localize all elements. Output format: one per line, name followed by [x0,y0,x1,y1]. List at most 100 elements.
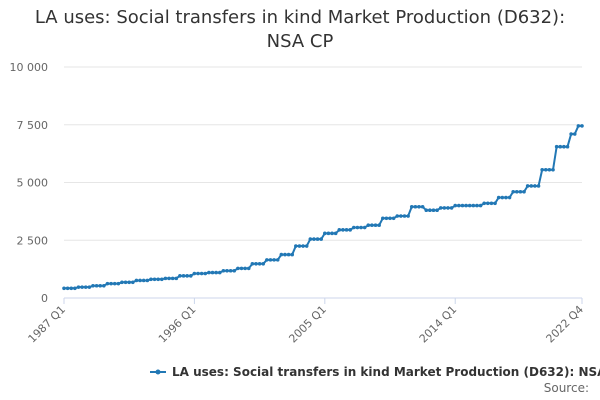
point [163,276,168,281]
point [525,184,530,188]
point [210,270,215,275]
point [572,132,577,136]
x-tick-label: 2005 Q1 [286,303,329,346]
point [62,286,66,291]
point [420,204,425,209]
point [131,280,135,285]
point [181,274,186,278]
point [192,271,197,276]
point [355,225,360,230]
source: Source: [544,381,589,395]
point [250,262,255,266]
point [239,266,244,271]
point [275,258,280,262]
point [112,281,117,286]
point [504,195,508,200]
point [486,201,490,206]
point [323,231,327,236]
point [341,228,345,232]
y-tick-label: 5 000 [17,177,49,190]
point [178,274,182,278]
point [196,271,200,276]
point [511,189,515,194]
point [312,237,316,241]
point [319,237,323,241]
point [214,270,218,275]
point [102,283,106,288]
point [243,266,247,271]
point [127,280,132,285]
point [301,244,305,248]
legend-label: LA uses: Social transfers in kind Market… [172,365,600,379]
point [562,144,566,149]
point [69,286,74,291]
point [232,268,237,273]
point [261,262,266,266]
chart-title: LA uses: Social transfers in kind Market… [34,7,566,52]
point [558,144,563,149]
point [272,258,276,262]
point [207,270,211,275]
y-tick-label: 10 000 [10,61,49,74]
x-tick-label: 1987 Q1 [26,303,69,346]
point [265,258,269,262]
point [145,278,150,283]
point [431,208,436,213]
point [199,271,204,276]
point [533,184,537,188]
point [283,252,287,257]
point [83,285,88,289]
point [478,203,483,208]
point [391,216,396,221]
point [308,237,313,241]
point [580,124,584,128]
x-tick-label: 2014 Q1 [417,303,460,346]
point [351,225,356,230]
point [536,184,541,188]
point [399,214,403,218]
point [105,281,110,286]
point [297,244,302,248]
point [333,231,338,236]
point [518,189,523,194]
point [174,276,179,281]
point [359,225,363,230]
point [228,268,233,273]
y-tick-label: 0 [41,292,48,305]
point [73,286,77,291]
point [315,237,320,241]
x-tick-label: 1996 Q1 [156,303,199,346]
point [91,283,95,288]
point [438,206,443,210]
point [246,266,251,271]
point [185,274,189,278]
point [294,244,298,248]
point [543,167,548,172]
point [409,204,414,209]
series-line [64,124,582,290]
point [370,223,374,228]
point [217,270,222,275]
point [188,274,193,278]
point [76,285,81,289]
point [475,203,479,208]
point [424,208,429,213]
point [254,262,258,266]
point [94,283,99,288]
point [457,203,461,208]
legend-symbol [155,369,161,375]
point [362,225,367,230]
point [428,208,432,213]
point [576,124,581,128]
point [138,278,142,283]
point [384,216,389,221]
point [80,285,84,289]
point [123,280,128,285]
point [373,223,378,228]
point [380,216,385,221]
point [330,231,334,236]
point [268,258,273,262]
point [529,184,534,188]
point [170,276,175,281]
point [366,223,371,228]
